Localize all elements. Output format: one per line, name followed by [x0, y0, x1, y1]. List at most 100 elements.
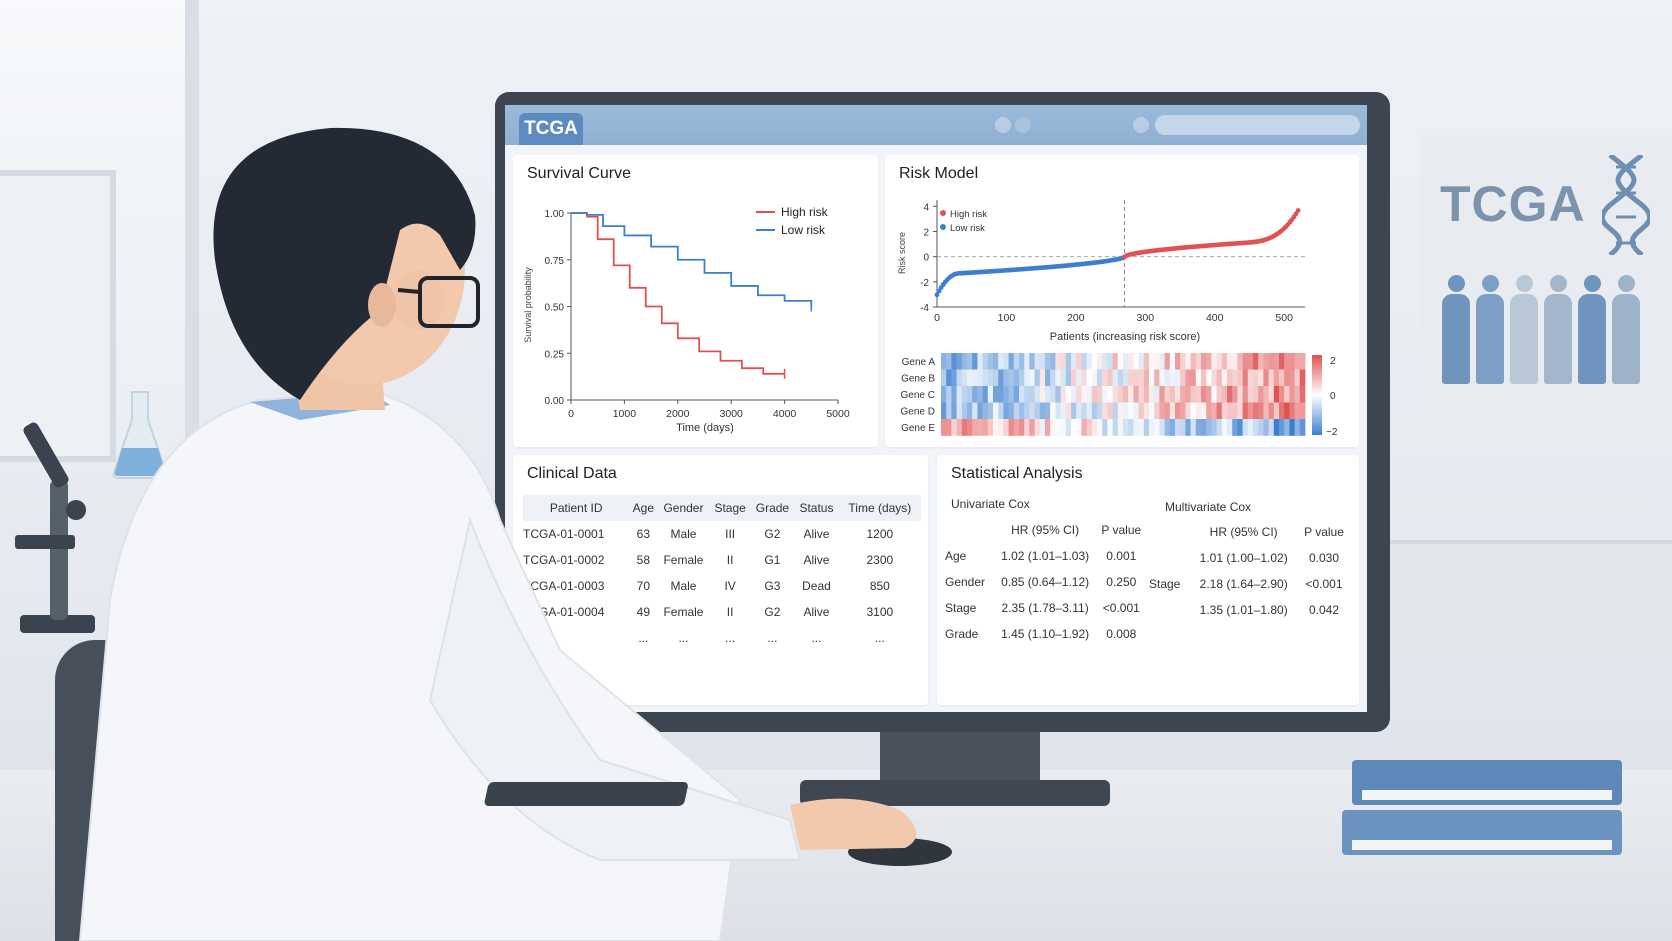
heatmap-cell: [1050, 402, 1056, 420]
heatmap-cell: [1029, 386, 1035, 403]
heatmap-cell: [1039, 369, 1046, 387]
heatmap-cell: [1013, 369, 1020, 387]
table-row[interactable]: Stage 2.18 (1.64–2.90) <0.001: [1149, 571, 1349, 597]
heatmap-cell: [1164, 386, 1171, 403]
heatmap-cell: [1102, 369, 1108, 387]
heatmap-cell: [941, 369, 947, 387]
heatmap-cell: [1185, 402, 1191, 420]
heatmap-cell: [1195, 419, 1202, 436]
x-tick-label: 4000: [773, 408, 797, 420]
table-row[interactable]: TCGA-01-0004 49 Female II G2 Alive 3100: [523, 599, 921, 625]
books: [1342, 760, 1622, 870]
heatmap-cell: [1221, 386, 1228, 403]
heatmap-cell: [998, 402, 1004, 420]
heatmap-cell: [1019, 369, 1025, 387]
table-row[interactable]: Age 1.02 (1.01–1.03) 0.001: [945, 543, 1145, 569]
heatmap-cell: [1034, 419, 1041, 436]
heatmap-cell: [1169, 369, 1176, 387]
heatmap-cell: [1164, 419, 1171, 436]
heatmap-cell: [1008, 419, 1015, 436]
heatmap-cell: [1138, 353, 1145, 370]
heatmap-cell: [1039, 353, 1046, 370]
dna-icon: [1602, 155, 1650, 255]
heatmap-cell: [1263, 353, 1269, 370]
x-tick-label: 1000: [613, 408, 637, 420]
window-control-icon[interactable]: [995, 117, 1011, 133]
heatmap-cell: [1299, 369, 1306, 387]
table-cell: Female: [663, 605, 704, 619]
heatmap-cell: [956, 402, 963, 420]
table-row[interactable]: Grade 1.45 (1.10–1.92) 0.008: [945, 621, 1145, 647]
heatmap-cell: [1138, 419, 1145, 436]
search-icon[interactable]: [1133, 117, 1149, 133]
heatmap-cell: [1081, 386, 1087, 403]
table-row[interactable]: 1.35 (1.01–1.80) 0.042: [1149, 597, 1349, 623]
heatmap-cell: [977, 419, 983, 436]
heatmap-cell: [961, 369, 968, 387]
column-header: Stage: [709, 495, 751, 521]
column-header: HR (95% CI): [1011, 523, 1080, 537]
heatmap-cell: [961, 402, 968, 420]
heatmap-cell: [1253, 419, 1259, 436]
x-tick-label: 5000: [826, 408, 850, 420]
table-cell: 2300: [866, 553, 894, 567]
heatmap-cell: [1034, 402, 1041, 420]
heatmap-cell: [1211, 369, 1217, 387]
x-axis-label: Time (days): [676, 422, 734, 434]
heatmap-cell: [987, 369, 994, 387]
heatmap-cell: [1024, 402, 1030, 420]
heatmap-cell: [1081, 353, 1087, 370]
heatmap-cell: [1076, 353, 1082, 370]
poster-title: TCGA: [1440, 176, 1586, 232]
heatmap-cell: [1102, 353, 1108, 370]
heatmap-cell: [1195, 386, 1202, 403]
heatmap-cell: [1284, 386, 1290, 403]
heatmap-cell: [1076, 369, 1082, 387]
heatmap-cell: [1237, 386, 1243, 403]
heatmap-cell: [1029, 402, 1035, 420]
heatmap-cell: [1247, 419, 1254, 436]
heatmap-cell: [1180, 369, 1186, 387]
heatmap-cell: [1211, 353, 1217, 370]
table-row[interactable]: TCGA-01-0003 70 Male IV G3 Dead 850: [523, 573, 921, 599]
heatmap-cell: [1242, 386, 1249, 403]
column-header: P value: [1304, 525, 1344, 539]
heatmap-cell: [1175, 419, 1181, 436]
heatmap-cell: [1143, 402, 1150, 420]
table-cell: <0.001: [1102, 601, 1140, 615]
heatmap-cell: [1221, 353, 1228, 370]
heatmap-cell: [1279, 402, 1285, 420]
heatmap-cell: [1107, 353, 1113, 370]
table-row[interactable]: Gender 0.85 (0.64–1.12) 0.250: [945, 569, 1145, 595]
gene-label: Gene B: [901, 374, 935, 385]
statistical-analysis-panel: Statistical Analysis Univariate Cox HR (…: [937, 455, 1359, 705]
table-row[interactable]: TCGA-01-0001 63 Male III G2 Alive 1200: [523, 521, 921, 547]
heatmap-cell: [1045, 386, 1051, 403]
heatmap-cell: [1227, 402, 1233, 420]
window-control-icon[interactable]: [1015, 117, 1031, 133]
search-input[interactable]: [1155, 115, 1360, 135]
panel-title: Survival Curve: [527, 165, 632, 182]
table-cell: G2: [764, 527, 781, 541]
heatmap-cell: [1216, 386, 1223, 403]
table-cell: 850: [869, 579, 890, 593]
table-row[interactable]: Stage 2.35 (1.78–3.11) <0.001: [945, 595, 1145, 621]
heatmap-cell: [1123, 369, 1129, 387]
heatmap-cell: [1117, 353, 1124, 370]
heatmap-cell: [1003, 402, 1009, 420]
heatmap-cell: [967, 419, 973, 436]
table-row[interactable]: 1.01 (1.00–1.02) 0.030: [1149, 545, 1349, 571]
table-row[interactable]: TCGA-01-0002 58 Female II G1 Alive 2300: [523, 547, 921, 573]
heatmap-cell: [1013, 386, 1020, 403]
heatmap-cell: [1138, 402, 1145, 420]
heatmap-cell: [987, 386, 994, 403]
heatmap-cell: [1045, 419, 1051, 436]
heatmap-cell: [1169, 386, 1176, 403]
risk-chart[interactable]: -4 -2 0 2 4 0 100 200 300 400 500 High risk Low r…: [885, 155, 1359, 447]
heatmap-cell: [1253, 402, 1259, 420]
survival-chart[interactable]: 0.00 0.25 0.50 0.75 1.00 0 1000 2000 3000 4000 50…: [513, 155, 878, 447]
column-header: HR (95% CI): [1209, 525, 1278, 539]
heatmap-cell: [1003, 369, 1009, 387]
app-brand-tab[interactable]: TCGA: [519, 113, 583, 145]
heatmap-cell: [1232, 419, 1238, 436]
